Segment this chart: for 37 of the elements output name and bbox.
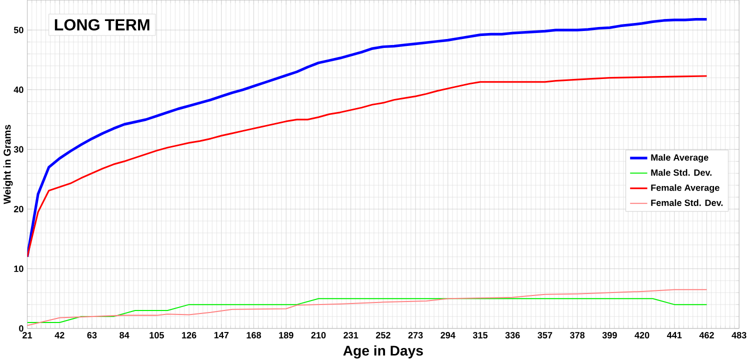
y-tick-label: 30 [14, 146, 24, 153]
x-tick-label: 105 [150, 332, 164, 338]
x-tick-label: 21 [22, 332, 32, 338]
y-tick-label: 50 [14, 26, 24, 34]
x-tick-label: 462 [699, 332, 714, 338]
x-tick-label: 63 [87, 332, 97, 338]
x-tick-label: 483 [732, 332, 746, 338]
y-tick-label: 10 [14, 266, 24, 272]
x-tick-label: 378 [570, 332, 585, 338]
x-tick-label: 420 [634, 332, 650, 338]
x-axis-title: Age in Days [343, 345, 423, 359]
legend-label: Female Average [651, 184, 720, 193]
legend-label: Female Std. Dev. [651, 199, 723, 206]
x-tick-label: 315 [472, 332, 488, 338]
x-tick-label: 336 [505, 332, 520, 338]
x-tick-label: 189 [279, 332, 294, 338]
y-tick-label: 40 [14, 86, 24, 93]
x-tick-label: 294 [440, 332, 456, 338]
x-tick-label: 252 [376, 332, 390, 338]
x-tick-label: 84 [120, 332, 130, 338]
x-tick-label: 42 [54, 332, 64, 338]
line-series [27, 298, 708, 324]
y-axis-title: Weight in Grams [3, 124, 13, 204]
text: LONG TERM [54, 19, 150, 31]
x-tick-label: 147 [214, 332, 229, 338]
x-tick-label: 399 [602, 332, 617, 338]
legend-label: Male Std. Dev. [651, 169, 712, 176]
x-tick-label: 273 [408, 332, 423, 338]
x-tick-label: 357 [538, 332, 552, 338]
y-tick-label: 20 [14, 206, 24, 212]
x-tick-label: 210 [311, 332, 326, 338]
x-tick-label: 231 [344, 332, 358, 338]
x-tick-label: 168 [246, 332, 262, 338]
x-tick-label: 126 [182, 332, 196, 338]
x-tick-label: 441 [666, 332, 682, 338]
y-tick-label: 0 [19, 325, 24, 332]
legend-label: Male Average [651, 154, 708, 163]
